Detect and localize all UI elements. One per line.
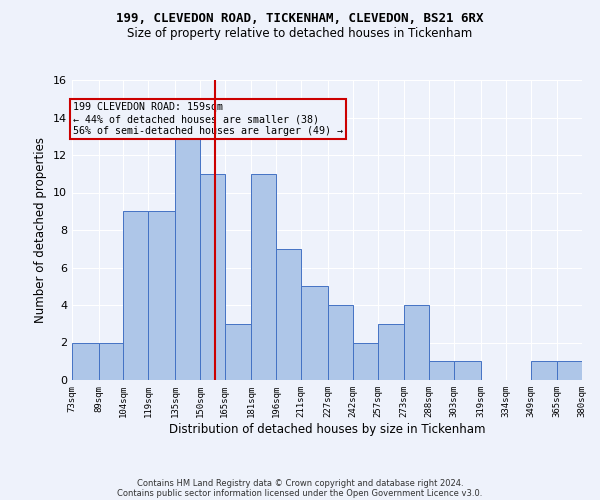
Bar [148, 211, 175, 380]
Text: 199 CLEVEDON ROAD: 159sqm
← 44% of detached houses are smaller (38)
56% of semi-: 199 CLEVEDON ROAD: 159sqm ← 44% of detac… [73, 102, 343, 136]
Text: Size of property relative to detached houses in Tickenham: Size of property relative to detached ho… [127, 28, 473, 40]
Text: 199, CLEVEDON ROAD, TICKENHAM, CLEVEDON, BS21 6RX: 199, CLEVEDON ROAD, TICKENHAM, CLEVEDON,… [116, 12, 484, 26]
Bar [72, 342, 98, 380]
Bar [353, 342, 377, 380]
Bar [377, 324, 404, 380]
Bar [454, 361, 481, 380]
Bar [175, 136, 200, 380]
Bar [200, 174, 225, 380]
Bar [277, 248, 301, 380]
Text: Contains HM Land Registry data © Crown copyright and database right 2024.: Contains HM Land Registry data © Crown c… [137, 478, 463, 488]
Bar [225, 324, 251, 380]
Text: Contains public sector information licensed under the Open Government Licence v3: Contains public sector information licen… [118, 488, 482, 498]
Bar [301, 286, 328, 380]
Bar [124, 211, 148, 380]
X-axis label: Distribution of detached houses by size in Tickenham: Distribution of detached houses by size … [169, 422, 485, 436]
Y-axis label: Number of detached properties: Number of detached properties [34, 137, 47, 323]
Bar [557, 361, 582, 380]
Bar [98, 342, 124, 380]
Bar [251, 174, 277, 380]
Bar [429, 361, 454, 380]
Bar [530, 361, 557, 380]
Bar [328, 305, 353, 380]
Bar [404, 305, 429, 380]
